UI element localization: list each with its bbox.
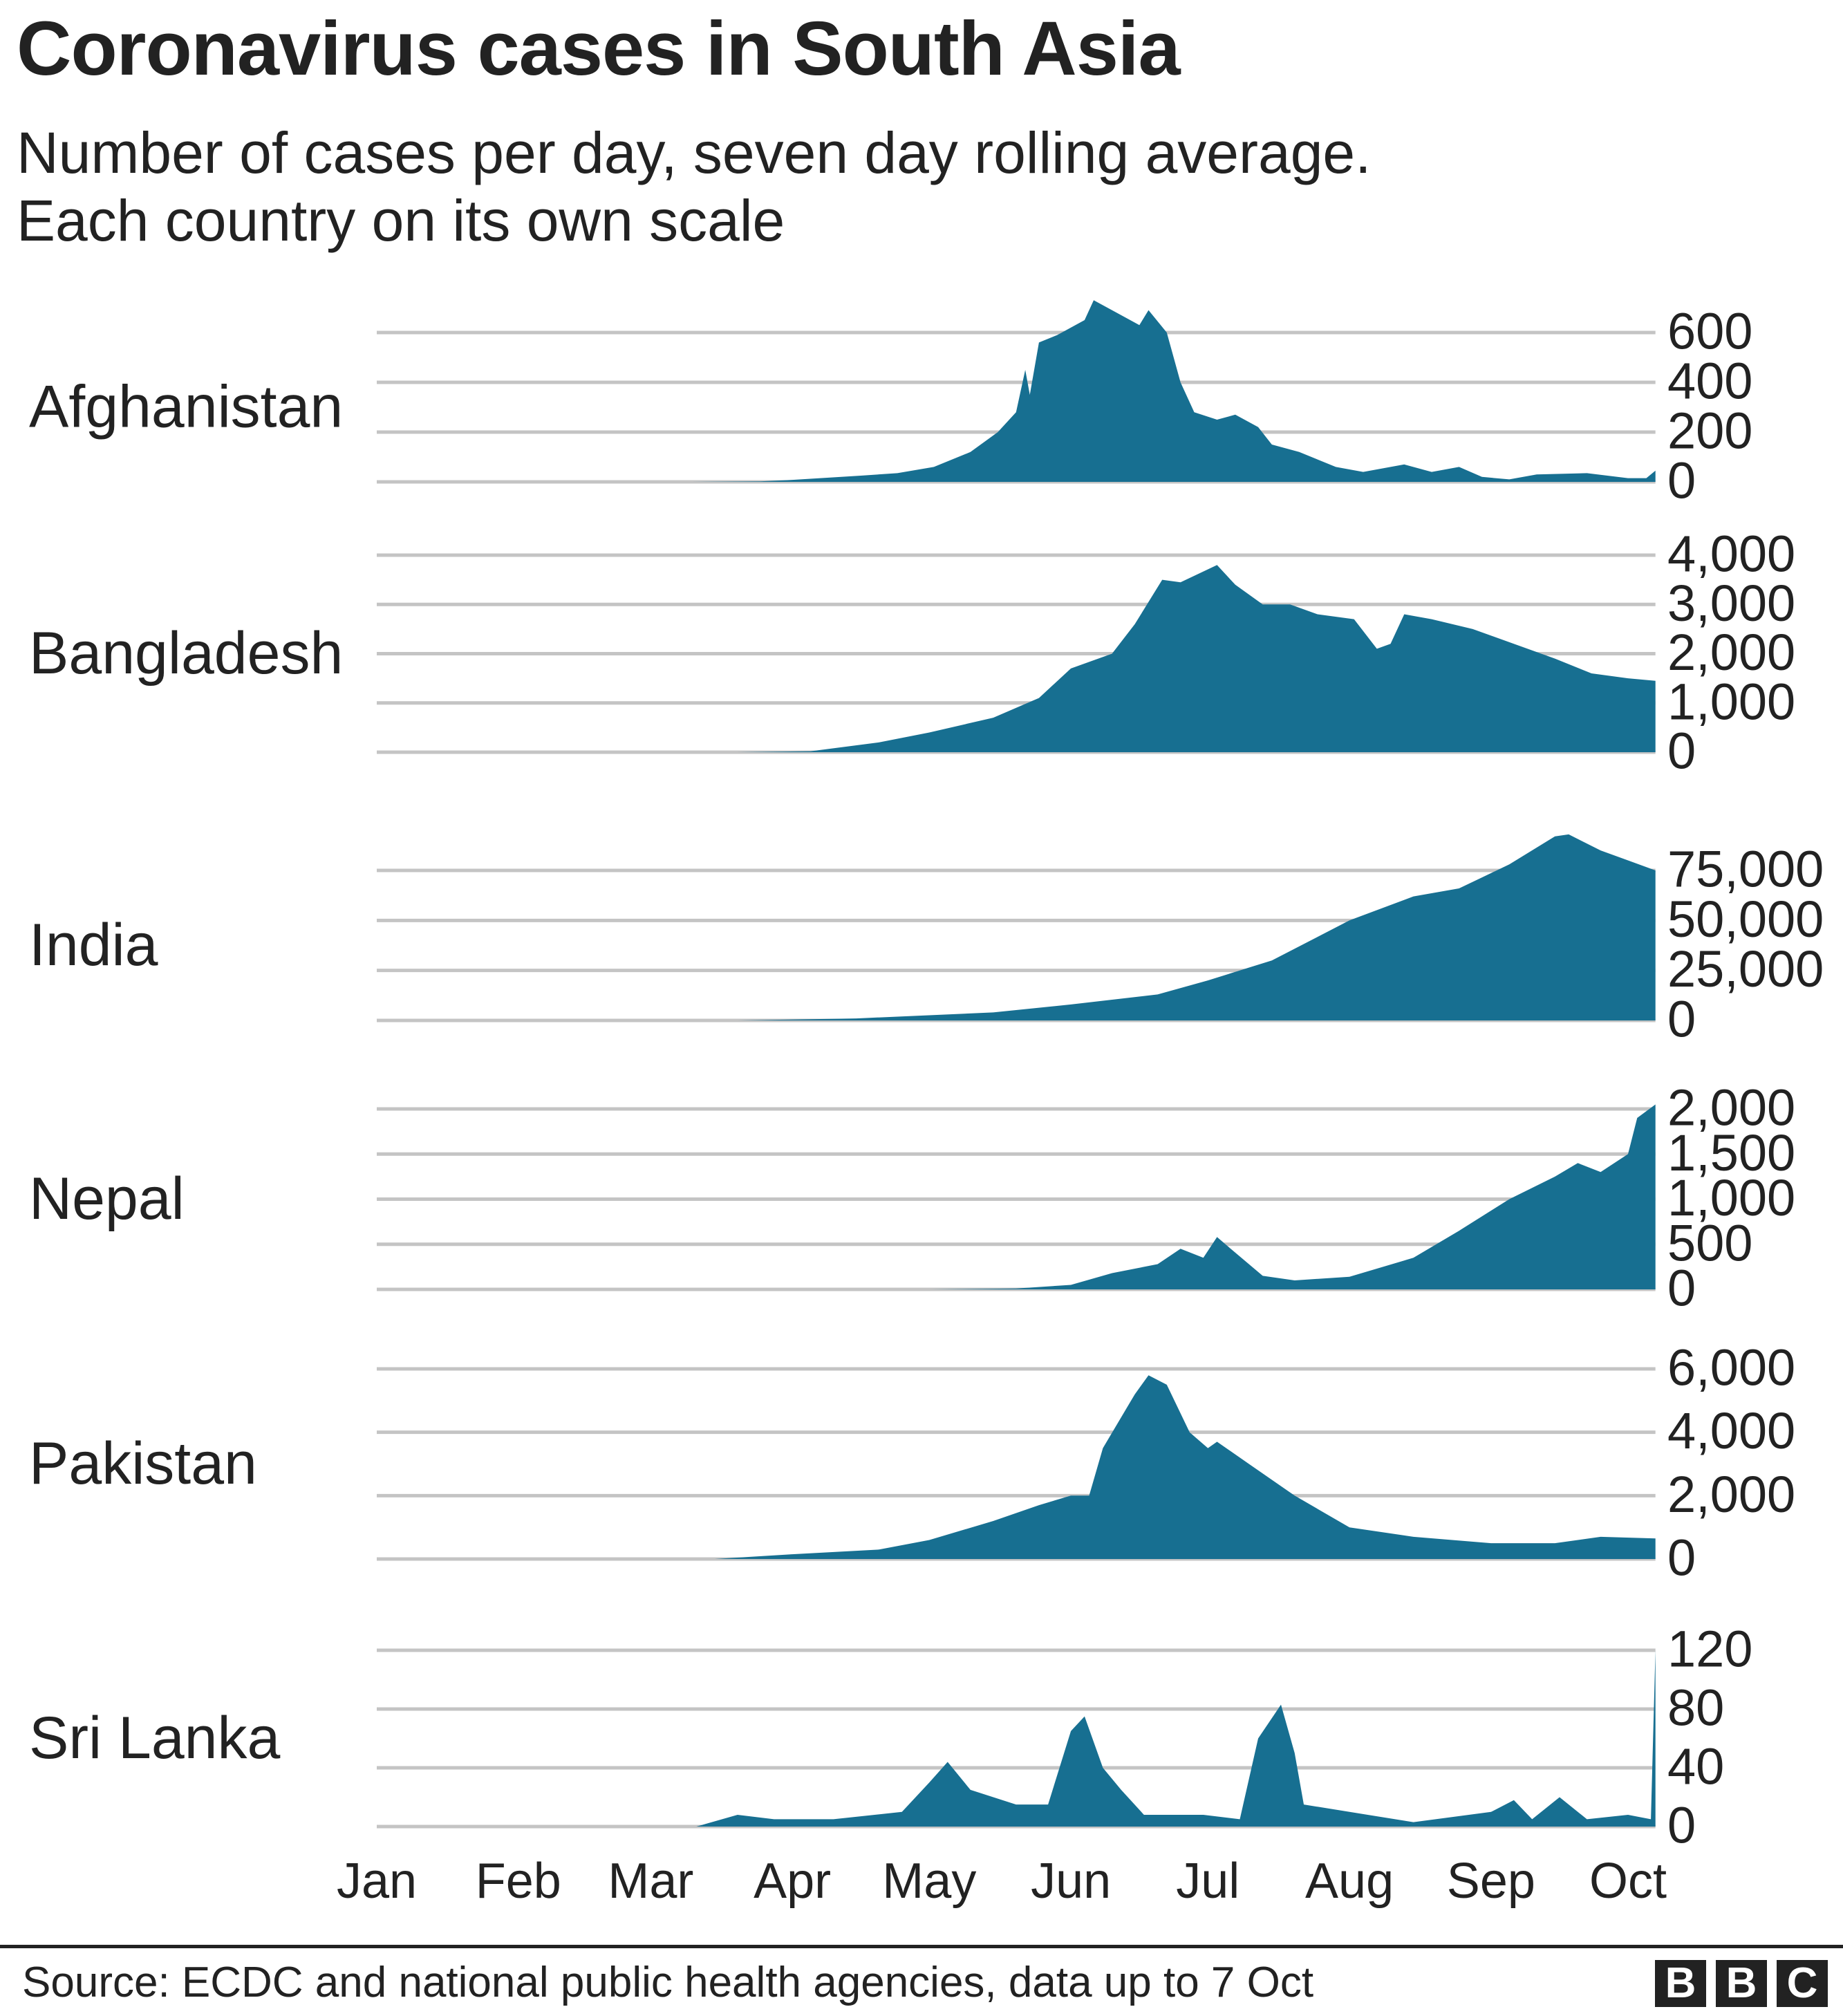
y-tick-label: 1,000 xyxy=(1667,673,1795,730)
y-tick-label: 500 xyxy=(1667,1214,1752,1271)
x-tick-label: Oct xyxy=(1589,1854,1667,1909)
area-sri-lanka xyxy=(696,1650,1656,1827)
x-tick-label: Jan xyxy=(337,1854,417,1909)
y-tick-label: 0 xyxy=(1667,991,1696,1048)
y-tick-label: 75,000 xyxy=(1667,841,1824,898)
area-nepal xyxy=(929,1104,1656,1289)
y-tick-label: 0 xyxy=(1667,1529,1696,1587)
y-tick-label: 80 xyxy=(1667,1679,1724,1737)
y-tick-label: 600 xyxy=(1667,303,1752,360)
chart-subtitle: Number of cases per day, seven day rolli… xyxy=(17,119,1371,254)
bbc-logo-letter: B xyxy=(1655,1960,1706,2007)
subtitle-line: Each country on its own scale xyxy=(17,188,785,253)
y-tick-label: 0 xyxy=(1667,452,1696,510)
x-tick-label: Mar xyxy=(608,1854,693,1909)
y-tick-label: 4,000 xyxy=(1667,1402,1795,1459)
subtitle-line: Number of cases per day, seven day rolli… xyxy=(17,120,1372,185)
area-pakistan xyxy=(714,1375,1656,1559)
chart-title: Coronavirus cases in South Asia xyxy=(17,6,1181,91)
y-tick-label: 2,000 xyxy=(1667,624,1795,681)
y-tick-label: 25,000 xyxy=(1667,940,1824,998)
country-label: Nepal xyxy=(29,1166,185,1232)
area-afghanistan xyxy=(691,300,1656,482)
y-tick-label: 50,000 xyxy=(1667,890,1824,948)
area-india xyxy=(737,834,1656,1020)
y-tick-label: 40 xyxy=(1667,1738,1724,1795)
bbc-logo: B B C xyxy=(1655,1960,1828,2007)
y-tick-label: 1,000 xyxy=(1667,1169,1795,1226)
country-label: Pakistan xyxy=(29,1430,257,1497)
source-note: Source: ECDC and national public health … xyxy=(22,1959,1314,2006)
bbc-logo-letter: B xyxy=(1716,1960,1767,2007)
country-label: Afghanistan xyxy=(29,374,343,440)
y-tick-label: 0 xyxy=(1667,722,1696,780)
country-label: Sri Lanka xyxy=(29,1705,280,1771)
y-tick-label: 1,500 xyxy=(1667,1124,1795,1182)
x-tick-label: Aug xyxy=(1305,1854,1394,1909)
y-tick-label: 0 xyxy=(1667,1797,1696,1854)
area-bangladesh xyxy=(737,565,1656,752)
y-tick-label: 2,000 xyxy=(1667,1466,1795,1523)
y-tick-label: 2,000 xyxy=(1667,1079,1795,1137)
x-tick-label: Apr xyxy=(754,1854,831,1909)
x-tick-label: Jul xyxy=(1176,1854,1239,1909)
bbc-logo-letter: C xyxy=(1777,1960,1828,2007)
y-tick-label: 120 xyxy=(1667,1621,1752,1678)
x-tick-label: Jun xyxy=(1031,1854,1111,1909)
y-tick-label: 400 xyxy=(1667,353,1752,410)
country-label: India xyxy=(29,912,158,978)
country-label: Bangladesh xyxy=(29,620,343,687)
y-tick-label: 6,000 xyxy=(1667,1339,1795,1397)
y-tick-label: 3,000 xyxy=(1667,575,1795,632)
y-tick-label: 200 xyxy=(1667,402,1752,460)
y-tick-label: 0 xyxy=(1667,1260,1696,1317)
x-tick-label: Feb xyxy=(476,1854,561,1909)
x-tick-label: Sep xyxy=(1447,1854,1535,1909)
y-tick-label: 4,000 xyxy=(1667,525,1795,583)
footer-divider xyxy=(0,1945,1843,1948)
x-tick-label: May xyxy=(882,1854,976,1909)
